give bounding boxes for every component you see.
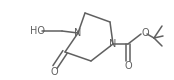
- Text: HO: HO: [30, 26, 45, 36]
- Text: O: O: [50, 67, 58, 77]
- Text: O: O: [124, 61, 132, 71]
- Text: N: N: [74, 28, 82, 38]
- Text: O: O: [141, 28, 149, 38]
- Text: N: N: [109, 39, 117, 49]
